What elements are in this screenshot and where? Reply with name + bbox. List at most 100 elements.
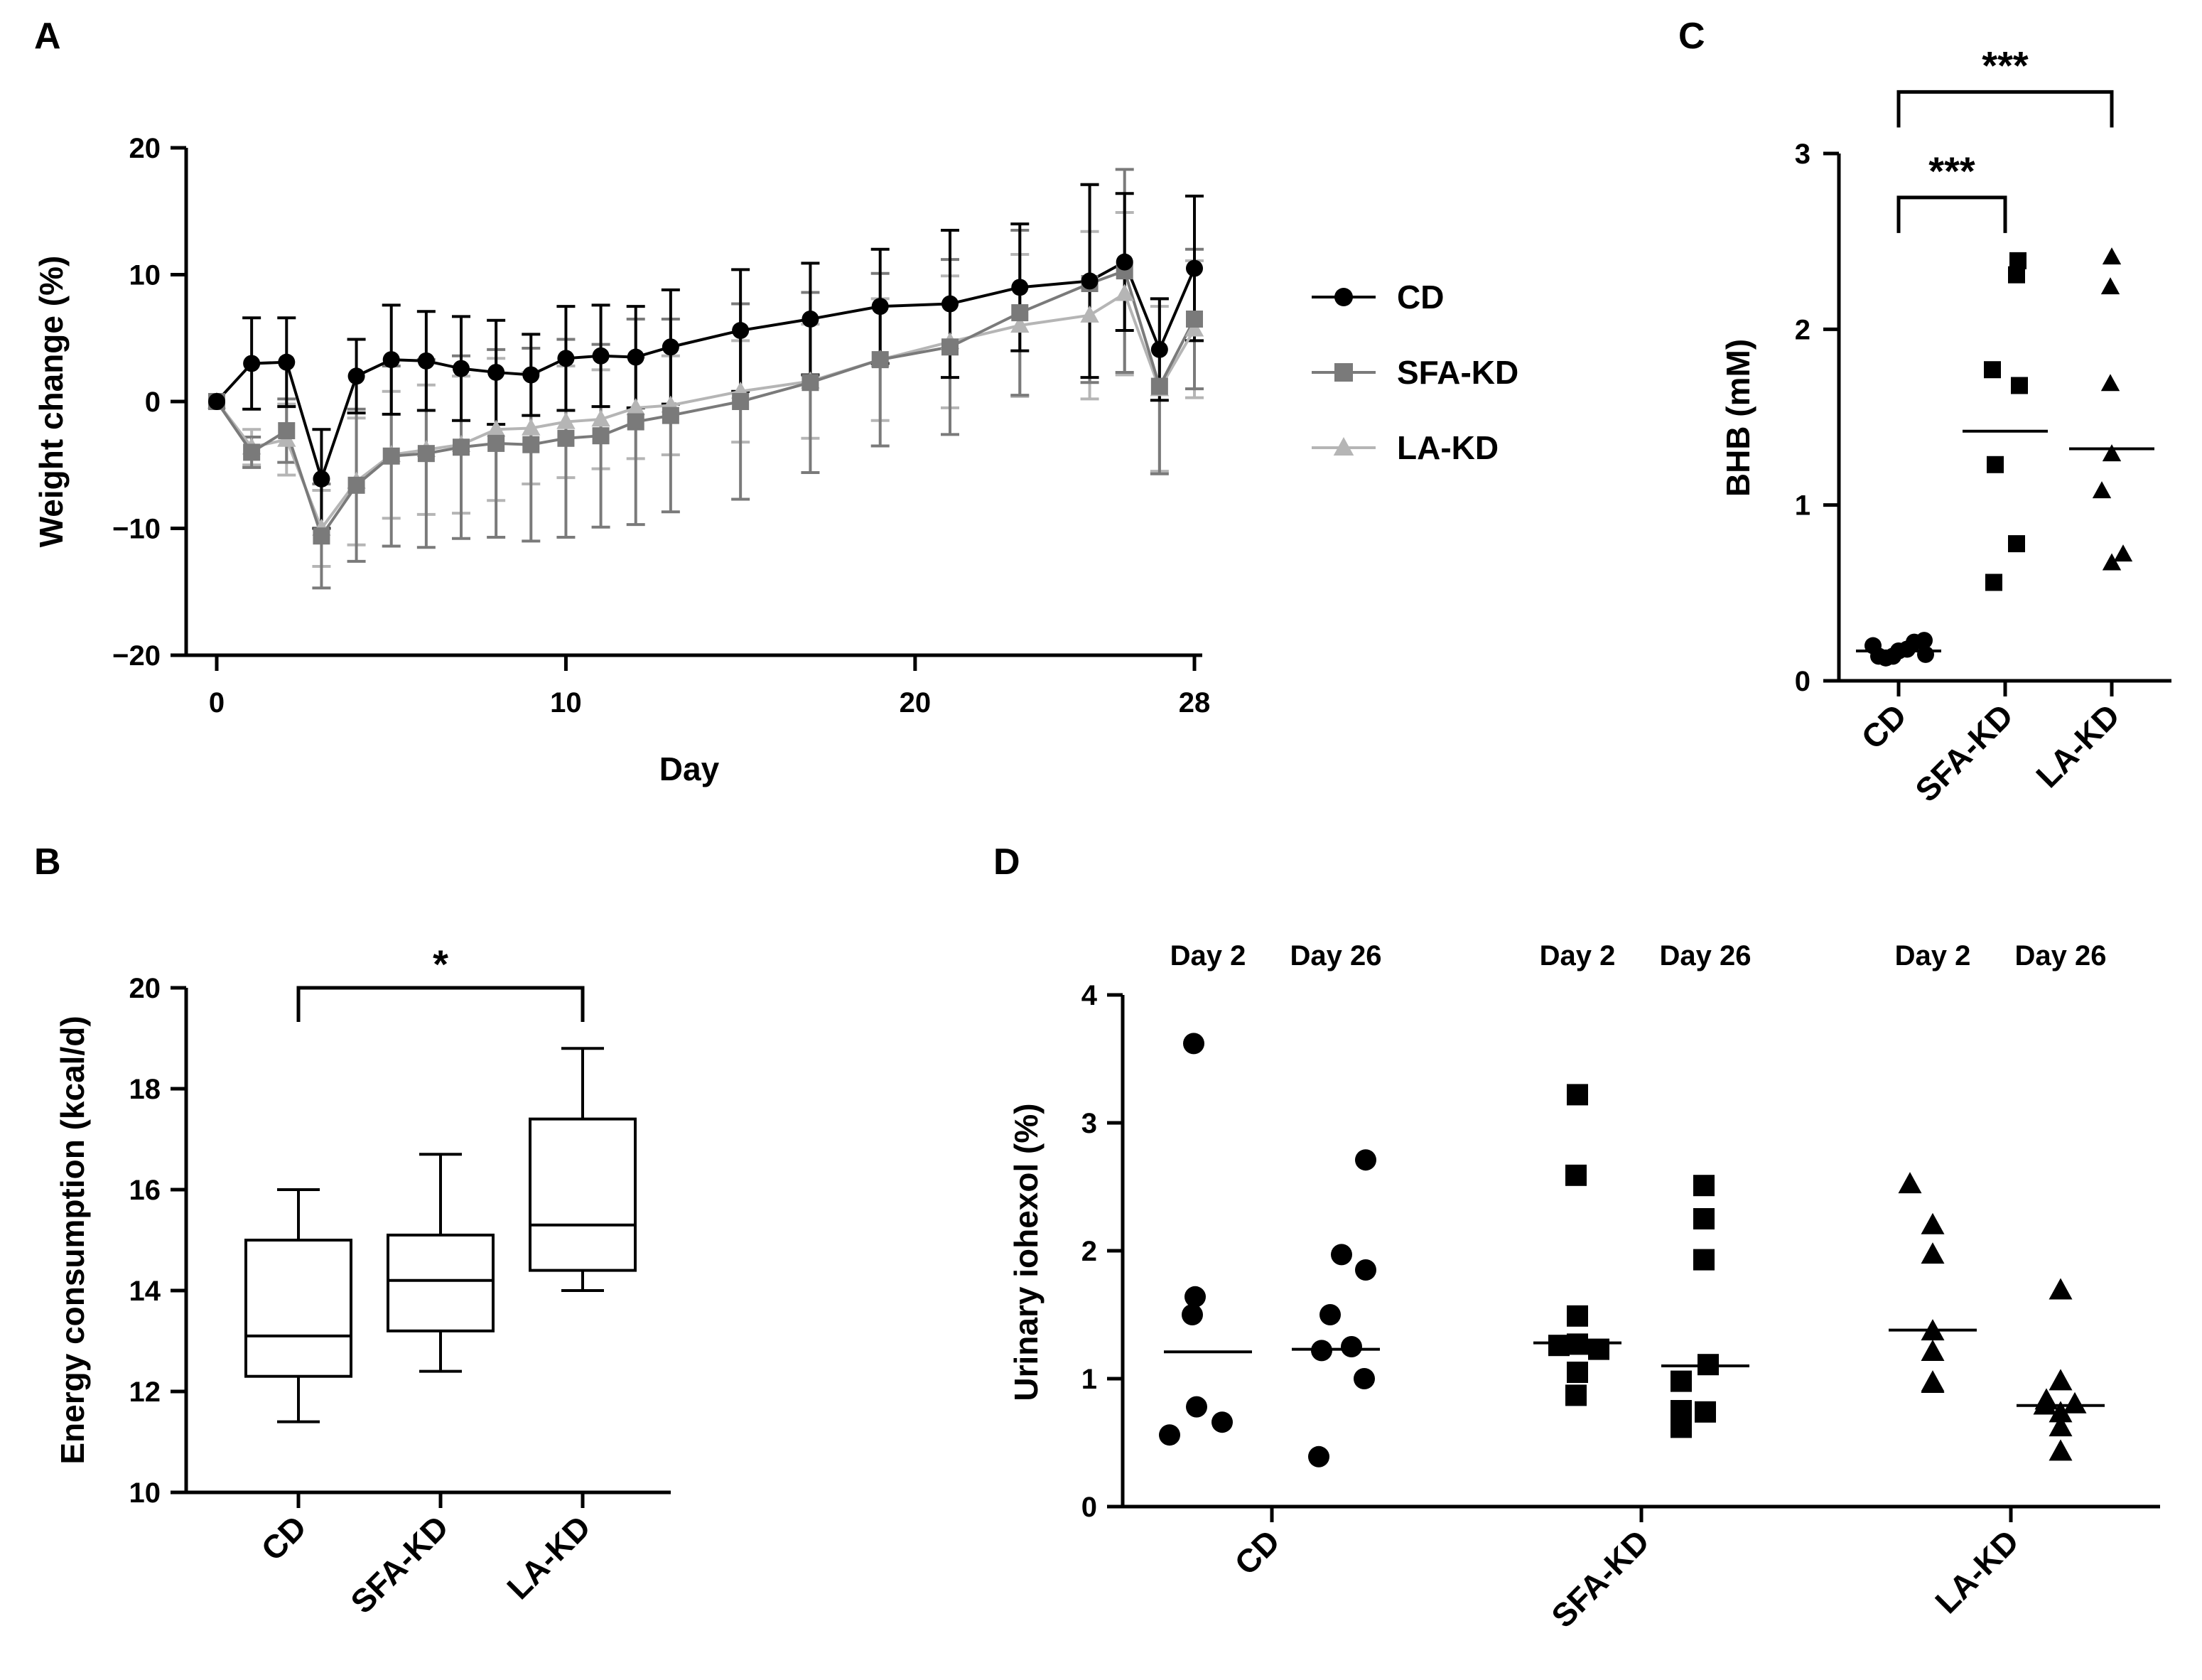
panel-d-point-la-kd — [2049, 1439, 2073, 1461]
panel-d-point-sfa-kd — [1693, 1208, 1715, 1229]
panel-d-day-label: Day 2 — [1170, 940, 1246, 971]
panel-b-y-tick-label: 14 — [129, 1276, 161, 1307]
panel-a-y-tick-label: −20 — [112, 640, 161, 672]
panel-d-y-tick-label: 1 — [1081, 1364, 1097, 1395]
panel-d-point-sfa-kd — [1567, 1305, 1588, 1327]
panel-a-point-cd — [871, 298, 889, 316]
panel-d-point-sfa-kd — [1565, 1164, 1587, 1186]
panel-d-point-la-kd — [2049, 1415, 2073, 1437]
panel-a-point-cd — [1081, 272, 1099, 290]
panel-a-point-sfa-kd — [802, 374, 819, 392]
panel-c-point-la-kd — [2102, 444, 2122, 462]
panel-d-point-cd — [1186, 1396, 1207, 1418]
panel-a-point-la-kd — [626, 398, 645, 416]
panel-d-point-sfa-kd — [1567, 1084, 1588, 1106]
panel-d-urinary-iohexol: 0 1 2 3 4 CD SFA-KD LA-KD Day 2 Day 26 Day 2 Day … — [1008, 940, 2160, 1635]
panel-b-significance-bracket — [296, 986, 585, 1022]
panel-d-point-cd — [1308, 1445, 1329, 1468]
panel-d-day-label: Day 2 — [1895, 940, 1971, 971]
legend-label-cd: CD — [1397, 279, 1444, 316]
panel-a-point-cd — [347, 367, 365, 385]
panel-d-y-axis-label: Urinary iohexol (%) — [1008, 1103, 1045, 1401]
panel-c-x-tick-label: LA-KD — [2029, 696, 2127, 795]
panel-a-point-cd — [487, 363, 505, 381]
panel-d-day-label: Day 2 — [1540, 940, 1616, 971]
panel-a-point-cd — [941, 295, 959, 313]
panel-c-point-la-kd — [2113, 544, 2133, 562]
panel-d-y-tick-label: 2 — [1081, 1236, 1097, 1267]
legend-marker-cd — [1334, 288, 1353, 306]
panel-b-box-la-kd — [529, 1117, 637, 1272]
panel-c-point-cd — [1899, 640, 1916, 658]
panel-a-point-sfa-kd — [313, 527, 330, 545]
panel-c-y-tick-label: 0 — [1795, 666, 1810, 697]
panel-d-point-la-kd — [2033, 1393, 2057, 1415]
panel-a-point-cd — [243, 355, 261, 372]
panel-d-point-sfa-kd — [1693, 1175, 1715, 1197]
panel-d-day-label: Day 26 — [2015, 940, 2107, 971]
panel-d-point-la-kd — [1898, 1172, 1922, 1194]
panel-a-point-sfa-kd — [347, 476, 365, 494]
panel-d-point-cd — [1341, 1336, 1362, 1357]
panel-a-point-sfa-kd — [278, 422, 296, 440]
panel-a-point-sfa-kd — [557, 429, 575, 447]
panel-d-y-tick-label: 3 — [1081, 1108, 1097, 1139]
panel-c-point-sfa-kd — [1985, 574, 2002, 591]
panel-a-point-cd — [732, 322, 750, 340]
panel-c-x-tick-label: SFA-KD — [1908, 696, 2020, 809]
panel-d-point-la-kd — [1921, 1370, 1945, 1392]
panel-a-point-la-kd — [1115, 284, 1134, 301]
panel-a-point-sfa-kd — [382, 447, 400, 465]
panel-a-point-sfa-kd — [1186, 310, 1203, 328]
panel-a-weight-change: −20 −10 0 10 20 0 10 20 28 Day Weight change (%… — [33, 133, 1518, 787]
panel-a-point-cd — [417, 352, 435, 370]
panel-b-energy-consumption: 10 12 14 16 18 20 CD SFA-KD LA-KD * Energy cons… — [54, 942, 671, 1620]
panel-d-point-cd — [1184, 1286, 1206, 1308]
panel-a-point-cd — [557, 350, 575, 367]
panel-d-point-la-kd — [1921, 1339, 1945, 1361]
panel-a-point-sfa-kd — [487, 434, 505, 452]
panel-a-point-cd — [382, 351, 400, 369]
panel-a-line-sfa-kd — [215, 269, 1196, 539]
panel-a-point-sfa-kd — [592, 427, 610, 445]
panel-a-point-sfa-kd — [1011, 304, 1029, 322]
panel-a-point-sfa-kd — [732, 393, 750, 410]
panel-a-point-cd — [522, 366, 540, 384]
panel-a-y-tick-label: 0 — [145, 387, 161, 418]
panel-b-box-sfa-kd — [387, 1233, 495, 1332]
panel-a-point-sfa-kd — [453, 438, 470, 456]
legend-marker-la-kd — [1333, 437, 1354, 456]
panel-a-point-cd — [1186, 259, 1203, 277]
panel-a-point-sfa-kd — [417, 445, 435, 463]
panel-c-y-tick-label: 3 — [1795, 139, 1810, 170]
panel-d-x-tick-label: LA-KD — [1928, 1522, 2026, 1620]
panel-a-point-la-kd — [1184, 319, 1204, 337]
panel-letter-c: C — [1678, 16, 1705, 57]
panel-a-line-cd — [215, 259, 1196, 484]
panel-a-point-sfa-kd — [1150, 377, 1168, 395]
panel-a-y-axis-label: Weight change (%) — [33, 256, 70, 548]
panel-letter-d: D — [993, 841, 1020, 883]
panel-a-point-la-kd — [486, 419, 506, 437]
legend-marker-sfa-kd — [1334, 363, 1353, 382]
panel-c-point-la-kd — [2100, 277, 2120, 295]
panel-c-point-la-kd — [2102, 553, 2122, 571]
panel-a-x-tick-label: 0 — [209, 687, 225, 718]
panel-d-point-sfa-kd — [1548, 1335, 1570, 1357]
panel-a-point-sfa-kd — [871, 351, 889, 369]
panel-b-y-axis-label: Energy consumption (kcal/d) — [54, 1016, 91, 1464]
panel-c-point-la-kd — [2102, 247, 2122, 265]
panel-c-point-la-kd — [2092, 481, 2112, 499]
panel-letter-a: A — [34, 16, 61, 57]
panel-d-point-cd — [1159, 1424, 1180, 1446]
panel-d-x-tick-label: SFA-KD — [1544, 1522, 1656, 1635]
panel-b-significance-label: * — [433, 942, 448, 986]
panel-d-point-cd — [1331, 1244, 1352, 1266]
panel-c-y-tick-label: 1 — [1795, 490, 1810, 522]
panel-c-significance-label: *** — [1982, 43, 2029, 87]
panel-a-y-tick-label: 20 — [129, 133, 161, 164]
panel-a-point-cd — [592, 347, 610, 365]
panel-b-x-tick-label: LA-KD — [500, 1508, 598, 1606]
panel-b-box-cd — [244, 1239, 352, 1378]
